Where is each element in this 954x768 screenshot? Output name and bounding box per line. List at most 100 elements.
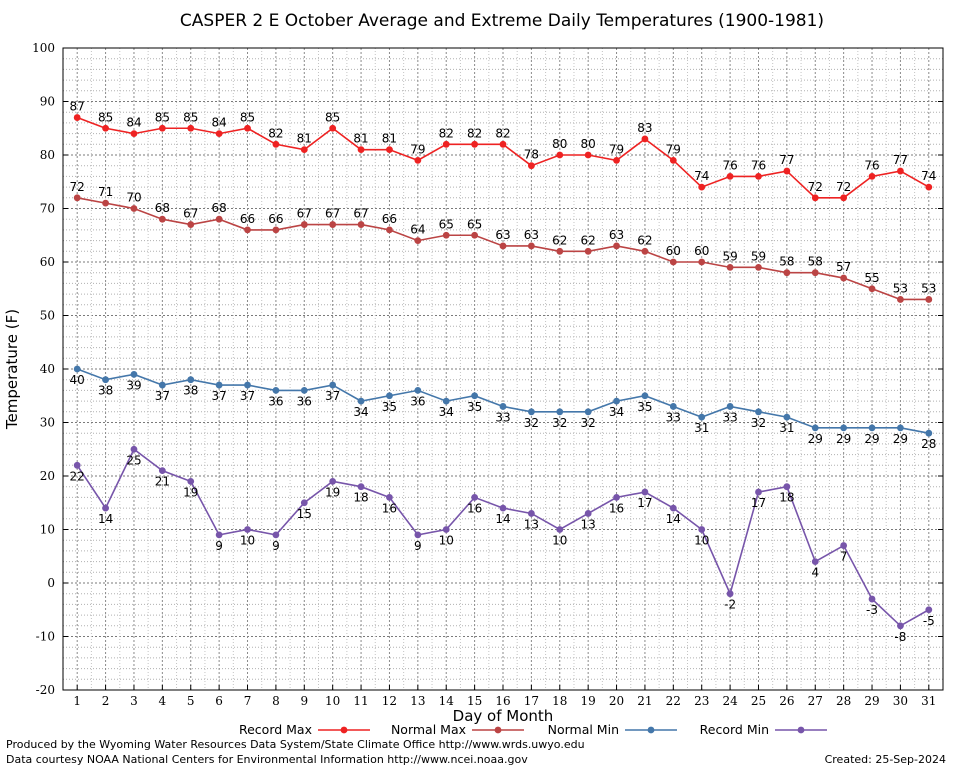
normal-max-data-label: 68 [211, 201, 226, 215]
x-tick-label: 10 [325, 694, 340, 708]
record-max-point [300, 146, 308, 154]
record-min-point [556, 526, 564, 533]
record-max-data-label: 79 [666, 142, 681, 156]
x-tick-label: 26 [779, 694, 794, 708]
normal-max-data-label: 53 [893, 281, 908, 295]
normal-min-point [897, 424, 904, 432]
record-max-point [499, 140, 507, 148]
record-min-point [783, 483, 791, 491]
record-max-data-label: 85 [98, 110, 113, 124]
y-tick-label: 80 [40, 148, 55, 162]
record-max-data-label: 82 [439, 126, 454, 140]
record-min-point [215, 531, 223, 539]
normal-max-data-label: 72 [70, 180, 85, 194]
record-min-data-label: 17 [751, 496, 766, 510]
normal-max-point [187, 221, 195, 228]
record-min-point [669, 504, 677, 512]
x-tick-label: 16 [495, 694, 510, 708]
record-max-point [755, 173, 762, 180]
normal-min-data-label: 37 [211, 389, 226, 403]
normal-min-point [584, 408, 592, 416]
normal-max-data-label: 59 [722, 249, 737, 263]
y-tick-label: 90 [40, 95, 55, 109]
normal-max-data-label: 57 [836, 260, 851, 274]
normal-max-point [897, 296, 904, 303]
normal-max-point [641, 247, 649, 255]
record-min-data-label: -8 [894, 630, 906, 644]
y-tick-label: -20 [36, 683, 55, 697]
grid [63, 48, 943, 690]
record-min-point [244, 526, 251, 533]
record-max-point [641, 135, 649, 143]
normal-max-point [726, 263, 734, 271]
normal-min-point [272, 387, 280, 394]
record-max-point [840, 194, 848, 202]
normal-max-point [584, 247, 592, 255]
record-max-point [868, 173, 876, 180]
y-tick-label: 70 [40, 202, 55, 216]
normal-max-point [471, 231, 479, 239]
normal-min-point [783, 413, 791, 421]
x-tick-label: 12 [382, 694, 397, 708]
footer-created-date: Created: 25-Sep-2024 [824, 753, 946, 766]
legend-label-normal-min: Normal Min [548, 722, 619, 737]
record-min-point [414, 531, 422, 539]
record-max-data-label: 72 [808, 180, 823, 194]
y-tick-label: 0 [47, 576, 55, 590]
normal-max-data-label: 60 [694, 244, 709, 258]
normal-min-point [556, 408, 564, 416]
normal-max-data-label: 65 [439, 217, 454, 231]
x-tick-label: 29 [864, 694, 879, 708]
record-min-data-label: 13 [524, 517, 539, 531]
record-min-data-label: 13 [581, 517, 596, 531]
record-max-point [811, 194, 819, 202]
normal-min-data-label: 34 [439, 405, 454, 419]
normal-max-data-label: 62 [581, 233, 596, 247]
normal-max-data-label: 66 [382, 212, 397, 226]
x-tick-label: 17 [524, 694, 539, 708]
record-max-point [613, 156, 620, 164]
normal-max-point [102, 199, 109, 207]
record-max-data-label: 72 [836, 180, 851, 194]
normal-max-point [442, 231, 450, 239]
normal-max-point [130, 205, 138, 212]
x-tick-label: 27 [808, 694, 823, 708]
x-tick-label: 9 [300, 694, 308, 708]
normal-min-data-label: 29 [808, 432, 823, 446]
record-min-data-label: -5 [923, 614, 935, 628]
record-max-point [726, 173, 734, 180]
record-min-point [499, 504, 507, 512]
normal-min-point [187, 376, 195, 384]
record-max-data-label: 80 [581, 137, 596, 151]
record-min-point [868, 595, 876, 603]
record-min-point [329, 477, 337, 485]
record-max-data-label: 74 [694, 169, 709, 183]
normal-max-point [386, 226, 393, 234]
normal-max-data-label: 71 [98, 185, 113, 199]
normal-min-point [158, 381, 166, 389]
record-max-data-label: 78 [524, 148, 539, 162]
record-min-point [357, 483, 365, 491]
normal-max-point [357, 221, 365, 228]
record-min-point [187, 477, 195, 485]
normal-min-point [244, 381, 251, 389]
x-tick-label: 30 [893, 694, 908, 708]
y-axis-ticks: -20 -10 0 10 20 30 40 50 60 70 80 90 100 [32, 41, 943, 697]
record-min-point [698, 526, 706, 533]
record-min-point [613, 494, 620, 501]
normal-min-point [698, 413, 706, 421]
normal-min-data-label: 33 [722, 410, 737, 424]
x-tick-label: 15 [467, 694, 482, 708]
x-tick-label: 13 [410, 694, 425, 708]
normal-min-data-label: 36 [297, 394, 312, 408]
normal-min-data-label: 38 [183, 384, 198, 398]
record-max-data-label: 85 [325, 110, 340, 124]
normal-min-data-label: 31 [779, 421, 794, 435]
normal-max-data-label: 63 [495, 228, 510, 242]
normal-max-data-label: 53 [921, 281, 936, 295]
record-max-point [698, 183, 706, 191]
record-min-point [527, 510, 535, 517]
x-tick-label: 3 [130, 694, 138, 708]
x-tick-label: 7 [244, 694, 252, 708]
footer-data-courtesy: Data courtesy NOAA National Centers for … [6, 753, 528, 766]
